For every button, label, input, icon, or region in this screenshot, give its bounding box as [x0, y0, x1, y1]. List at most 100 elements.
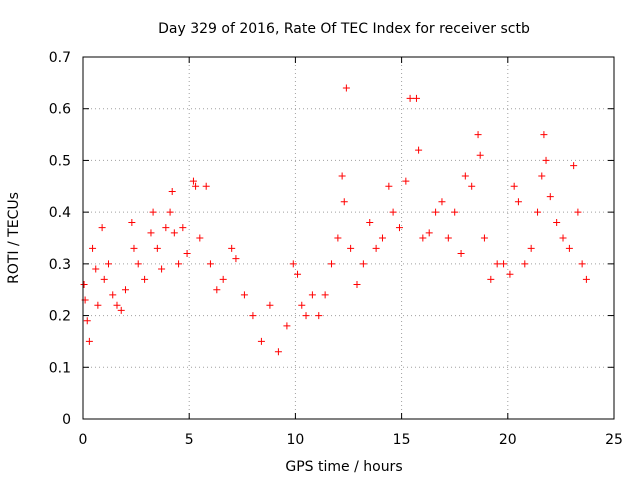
data-point [104, 260, 112, 268]
data-point [347, 244, 355, 252]
data-point [378, 234, 386, 242]
data-point [570, 162, 578, 170]
data-point [385, 182, 393, 190]
y-tick-label: 0.2 [49, 309, 71, 325]
data-point [179, 224, 187, 232]
data-point [315, 312, 323, 320]
data-point [451, 208, 459, 216]
data-point [402, 177, 410, 185]
data-point [474, 131, 482, 139]
data-point [170, 229, 178, 237]
x-axis-label: GPS time / hours [285, 459, 402, 475]
data-point [98, 224, 106, 232]
data-point [538, 172, 546, 180]
y-tick-label: 0.6 [49, 102, 71, 118]
data-point [542, 156, 550, 164]
data-point [438, 198, 446, 206]
data-point [232, 255, 240, 263]
data-point [412, 94, 420, 102]
data-point [506, 270, 514, 278]
data-point [113, 301, 121, 309]
data-point [493, 260, 501, 268]
data-point [298, 301, 306, 309]
data-point [117, 306, 125, 314]
data-point [175, 260, 183, 268]
data-point [274, 348, 282, 356]
x-tick-label: 20 [499, 432, 517, 448]
data-point [340, 198, 348, 206]
data-point [109, 291, 117, 299]
data-point [476, 151, 484, 159]
y-axis-label: ROTI / TECUs [6, 192, 22, 284]
data-point [480, 234, 488, 242]
x-tick-label: 0 [79, 432, 88, 448]
data-point [487, 275, 495, 283]
data-point [85, 337, 93, 345]
data-point [128, 218, 136, 226]
data-point [500, 260, 508, 268]
data-point [183, 250, 191, 258]
data-point [582, 275, 590, 283]
data-point [192, 182, 200, 190]
data-point [546, 193, 554, 201]
data-point [468, 182, 476, 190]
data-point [521, 260, 529, 268]
data-point [457, 250, 465, 258]
data-point [196, 234, 204, 242]
data-point [578, 260, 586, 268]
data-point [130, 244, 138, 252]
data-point [395, 224, 403, 232]
data-point [149, 208, 157, 216]
data-point [574, 208, 582, 216]
data-point [121, 286, 129, 294]
data-point [202, 182, 210, 190]
data-point [257, 337, 265, 345]
axis-ticks [82, 56, 615, 420]
data-point [425, 229, 433, 237]
y-tick-label: 0.1 [49, 360, 71, 376]
data-point [283, 322, 291, 330]
data-point [141, 275, 149, 283]
data-point [510, 182, 518, 190]
data-point [89, 244, 97, 252]
data-point [321, 291, 329, 299]
data-point [514, 198, 522, 206]
data-points [80, 84, 590, 356]
data-point [444, 234, 452, 242]
data-point [228, 244, 236, 252]
y-tick-label: 0.5 [49, 153, 71, 169]
data-point [328, 260, 336, 268]
data-point [153, 244, 161, 252]
y-tick-label: 0.3 [49, 257, 71, 273]
data-point [372, 244, 380, 252]
data-point [189, 177, 197, 185]
data-point [80, 281, 88, 289]
grid-lines [83, 57, 614, 419]
data-point [158, 265, 166, 273]
data-point [213, 286, 221, 294]
data-point [559, 234, 567, 242]
data-point [389, 208, 397, 216]
x-tick-label: 10 [286, 432, 304, 448]
data-point [249, 312, 257, 320]
data-point [540, 131, 548, 139]
data-point [308, 291, 316, 299]
data-point [342, 84, 350, 92]
data-point [134, 260, 142, 268]
chart-title: Day 329 of 2016, Rate Of TEC Index for r… [158, 21, 530, 37]
x-tick-label: 15 [393, 432, 411, 448]
data-point [240, 291, 248, 299]
y-tick-label: 0 [62, 412, 71, 428]
data-point [289, 260, 297, 268]
data-point [92, 265, 100, 273]
data-point [415, 146, 423, 154]
data-point [162, 224, 170, 232]
data-point [83, 317, 91, 325]
data-point [294, 270, 302, 278]
data-point [527, 244, 535, 252]
data-point [168, 187, 176, 195]
data-point [147, 229, 155, 237]
data-point [553, 218, 561, 226]
x-tick-label: 25 [605, 432, 623, 448]
